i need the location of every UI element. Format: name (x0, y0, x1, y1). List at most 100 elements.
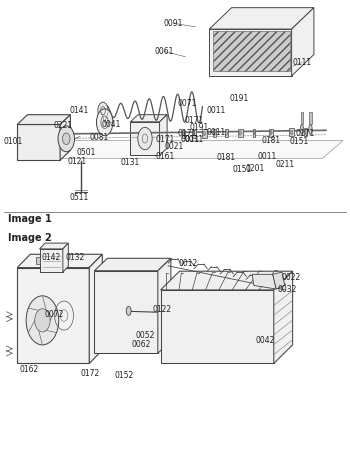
Text: 0122: 0122 (152, 305, 172, 314)
Text: 0032: 0032 (278, 285, 297, 294)
Polygon shape (89, 254, 102, 364)
Polygon shape (131, 115, 167, 122)
Bar (225, 129, 228, 137)
Text: 0211: 0211 (275, 160, 294, 169)
Bar (289, 128, 294, 136)
Ellipse shape (26, 296, 59, 345)
Text: 0101: 0101 (4, 137, 23, 147)
Ellipse shape (138, 127, 152, 150)
Text: 0072: 0072 (44, 309, 64, 318)
Ellipse shape (290, 131, 293, 134)
Text: 0011: 0011 (206, 106, 226, 115)
Text: 0021: 0021 (165, 142, 184, 151)
Polygon shape (158, 258, 171, 353)
Bar (36, 257, 40, 264)
Text: 0111: 0111 (292, 58, 312, 67)
Bar (269, 129, 273, 136)
Text: 0011: 0011 (257, 152, 276, 161)
Bar (309, 111, 312, 124)
Polygon shape (40, 249, 63, 272)
Text: 0121: 0121 (68, 157, 87, 166)
Text: 0151: 0151 (289, 137, 309, 147)
Polygon shape (292, 8, 314, 76)
Text: Image 1: Image 1 (8, 214, 51, 224)
Ellipse shape (203, 131, 205, 136)
Text: 0011: 0011 (184, 135, 203, 144)
Text: 0152: 0152 (114, 371, 134, 380)
Text: 0141: 0141 (69, 106, 89, 115)
Ellipse shape (270, 131, 272, 135)
Polygon shape (213, 31, 290, 71)
Polygon shape (94, 258, 171, 271)
Text: 0012: 0012 (178, 259, 198, 268)
Text: 0161: 0161 (156, 152, 175, 161)
Polygon shape (161, 290, 274, 364)
Text: 0041: 0041 (102, 121, 121, 129)
Ellipse shape (193, 131, 195, 136)
Polygon shape (209, 29, 292, 76)
Polygon shape (17, 268, 89, 364)
Text: Image 2: Image 2 (8, 233, 51, 243)
Text: 0181: 0181 (216, 152, 235, 162)
Ellipse shape (63, 133, 70, 145)
Polygon shape (94, 271, 158, 353)
Polygon shape (17, 115, 70, 125)
Text: 0171: 0171 (184, 116, 203, 125)
Ellipse shape (214, 131, 215, 135)
Ellipse shape (98, 102, 108, 119)
Polygon shape (161, 271, 293, 290)
Text: 0052: 0052 (135, 331, 154, 340)
Text: 0501: 0501 (76, 148, 96, 157)
Bar (304, 128, 307, 136)
Polygon shape (273, 272, 285, 289)
Ellipse shape (35, 309, 50, 332)
Polygon shape (274, 271, 293, 364)
Bar (182, 130, 185, 138)
Text: 0081: 0081 (90, 133, 109, 142)
Polygon shape (17, 125, 60, 160)
Polygon shape (131, 122, 160, 155)
Bar (202, 130, 206, 137)
Text: 0071: 0071 (177, 99, 197, 108)
Polygon shape (45, 141, 343, 158)
Text: 0171: 0171 (177, 129, 197, 138)
Ellipse shape (239, 131, 241, 135)
Polygon shape (252, 274, 276, 289)
Polygon shape (60, 115, 70, 160)
Text: 0201: 0201 (246, 164, 265, 173)
Ellipse shape (183, 132, 184, 136)
Text: 0011: 0011 (180, 135, 199, 144)
Text: 0171: 0171 (155, 135, 174, 144)
Text: 0131: 0131 (120, 158, 139, 167)
Text: 0062: 0062 (131, 340, 150, 349)
Text: 0511: 0511 (69, 193, 89, 202)
Text: 0132: 0132 (66, 253, 85, 263)
Text: 0022: 0022 (282, 273, 301, 283)
Text: 0171: 0171 (296, 129, 315, 138)
Ellipse shape (300, 125, 304, 134)
Bar (213, 129, 216, 137)
Text: 0162: 0162 (20, 365, 39, 374)
Text: 0181: 0181 (261, 136, 281, 145)
Text: 0191: 0191 (189, 123, 209, 131)
Text: 0042: 0042 (255, 336, 274, 345)
Bar (301, 111, 303, 124)
Polygon shape (160, 115, 167, 155)
Bar (192, 130, 196, 138)
Text: 0151: 0151 (232, 165, 252, 174)
Text: 0142: 0142 (41, 253, 61, 263)
Text: 0172: 0172 (80, 369, 99, 378)
Bar (238, 129, 243, 137)
Ellipse shape (225, 131, 228, 135)
Polygon shape (63, 243, 68, 272)
Text: 0221: 0221 (54, 121, 73, 130)
Ellipse shape (304, 130, 306, 134)
Ellipse shape (97, 109, 113, 136)
Bar (252, 129, 255, 137)
Ellipse shape (58, 126, 75, 152)
Text: 0191: 0191 (230, 94, 249, 103)
Polygon shape (209, 8, 314, 29)
Polygon shape (17, 254, 102, 268)
Text: 0011: 0011 (206, 128, 226, 137)
Ellipse shape (309, 125, 312, 134)
